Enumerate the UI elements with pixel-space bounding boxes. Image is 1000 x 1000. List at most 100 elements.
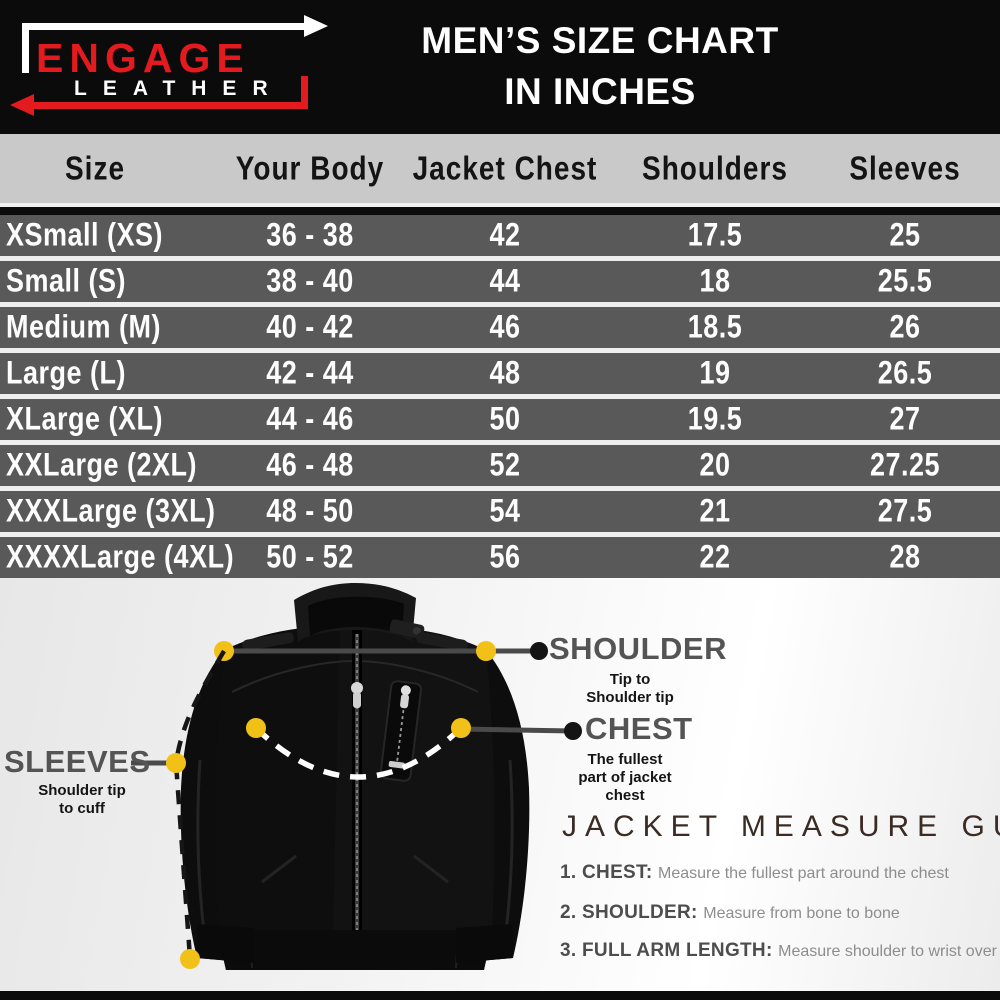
cell-sleeves: 26.5: [877, 354, 933, 391]
top-banner: ENGAGE LEATHER MEN’S SIZE CHART IN INCHE…: [0, 0, 1000, 134]
table-row: Small (S) 38 - 40 44 18 25.5: [0, 261, 1000, 307]
cell-size: XXXLarge (3XL): [6, 492, 216, 529]
size-table-header: Size Your Body Jacket Chest Shoulders Sl…: [0, 134, 1000, 203]
cell-sleeves: 26: [889, 308, 921, 345]
guide-item-label: 1. CHEST:: [560, 862, 659, 883]
cell-body: 38 - 40: [266, 262, 354, 299]
cell-size: XLarge (XL): [6, 400, 164, 437]
cell-chest: 50: [489, 400, 521, 437]
logo-white-arrow-head-icon: [304, 15, 328, 37]
table-row: Medium (M) 40 - 42 46 18.5 26: [0, 307, 1000, 353]
chest-callout-dot: [564, 722, 582, 740]
page-title: MEN’S SIZE CHART IN INCHES: [370, 20, 830, 113]
jacket-image: [180, 583, 530, 970]
cell-chest: 54: [489, 492, 521, 529]
chest-left-dot: [246, 718, 266, 738]
column-header-sleeves: Sleeves: [849, 149, 961, 187]
guide-item-label: 2. SHOULDER:: [560, 902, 704, 923]
cell-body: 50 - 52: [266, 538, 354, 575]
guide-item-text: Measure from bone to bone: [703, 905, 900, 922]
brand-logo: ENGAGE LEATHER: [10, 14, 338, 118]
column-header-jacket-chest: Jacket Chest: [412, 149, 598, 187]
measurement-overlay: [131, 641, 582, 969]
cell-body: 46 - 48: [266, 446, 354, 483]
size-table-body: XSmall (XS) 36 - 38 42 17.5 25 Small (S) 38 - …: [0, 215, 1000, 578]
measure-diagram-section: SHOULDER Tip to Shoulder tip CHEST The f…: [0, 578, 1000, 991]
guide-item: 3. FULL ARM LENGTH: Measure shoulder to …: [560, 940, 1000, 962]
guide-item-text: Measure the fullest part around the ches…: [658, 865, 949, 882]
brand-name: ENGAGE: [36, 35, 250, 81]
shoulder-callout-dot: [530, 642, 548, 660]
table-row: XLarge (XL) 44 - 46 50 19.5 27: [0, 399, 1000, 445]
cell-shoulders: 18: [699, 262, 731, 299]
cell-chest: 42: [489, 216, 521, 253]
cuff-dot: [180, 949, 200, 969]
column-header-your-body: Your Body: [235, 149, 385, 187]
cell-shoulders: 19.5: [687, 400, 743, 437]
sleeves-dot: [166, 753, 186, 773]
chest-callout-line: [460, 726, 574, 734]
logo-red-arrow-vertical: [301, 76, 308, 109]
column-header-shoulders: Shoulders: [642, 149, 788, 187]
sleeve-measure-line: [173, 649, 226, 959]
cell-sleeves: 25.5: [877, 262, 933, 299]
cell-sleeves: 25: [889, 216, 921, 253]
cell-shoulders: 21: [699, 492, 731, 529]
table-row: XSmall (XS) 36 - 38 42 17.5 25: [0, 215, 1000, 261]
chest-desc: The fullest part of jacket chest: [578, 751, 672, 804]
cell-shoulders: 18.5: [687, 308, 743, 345]
table-row: XXXLarge (3XL) 48 - 50 54 21 27.5: [0, 491, 1000, 537]
cell-shoulders: 22: [699, 538, 731, 575]
guide-item: 1. CHEST: Measure the fullest part aroun…: [560, 862, 949, 884]
footer-bar: [0, 991, 1000, 1000]
guide-item-text: Measure shoulder to wrist over elbow: [778, 943, 1000, 960]
cell-body: 36 - 38: [266, 216, 354, 253]
logo-red-arrow-line: [32, 102, 308, 109]
chest-measure-curve: [254, 726, 463, 780]
cell-size: Large (L): [6, 354, 127, 391]
cell-body: 44 - 46: [266, 400, 354, 437]
cell-sleeves: 28: [889, 538, 921, 575]
shoulder-label: SHOULDER: [549, 631, 727, 666]
sleeves-label: SLEEVES: [4, 744, 151, 779]
cell-size: Medium (M): [6, 308, 161, 345]
brand-subname: LEATHER: [74, 77, 284, 100]
logo-white-arrow-vertical: [22, 23, 29, 73]
shoulder-right-dot: [476, 641, 496, 661]
cell-shoulders: 17.5: [687, 216, 743, 253]
cell-size: XSmall (XS): [6, 216, 164, 253]
cell-size: XXLarge (2XL): [6, 446, 198, 483]
guide-item-label: 3. FULL ARM LENGTH:: [560, 940, 779, 961]
guide-item: 2. SHOULDER: Measure from bone to bone: [560, 902, 900, 924]
cell-sleeves: 27.25: [869, 446, 941, 483]
chest-label: CHEST: [585, 711, 693, 746]
shoulder-desc: Tip to Shoulder tip: [586, 671, 674, 706]
page-title-line2: IN INCHES: [504, 71, 696, 112]
sleeves-desc: Shoulder tip to cuff: [38, 782, 126, 817]
column-header-size: Size: [64, 149, 126, 187]
cell-body: 40 - 42: [266, 308, 354, 345]
cell-shoulders: 20: [699, 446, 731, 483]
header-separator-light: [0, 203, 1000, 207]
cell-chest: 46: [489, 308, 521, 345]
page-title-line1: MEN’S SIZE CHART: [421, 20, 779, 61]
cell-chest: 56: [489, 538, 521, 575]
table-row: Large (L) 42 - 44 48 19 26.5: [0, 353, 1000, 399]
table-row: XXXXLarge (4XL) 50 - 52 56 22 28: [0, 537, 1000, 578]
cell-body: 48 - 50: [266, 492, 354, 529]
cell-chest: 52: [489, 446, 521, 483]
cell-size: Small (S): [6, 262, 127, 299]
cell-chest: 48: [489, 354, 521, 391]
logo-red-arrow-head-icon: [10, 94, 34, 116]
cell-shoulders: 19: [699, 354, 731, 391]
cell-sleeves: 27.5: [877, 492, 933, 529]
cell-sleeves: 27: [889, 400, 921, 437]
chest-right-dot: [451, 718, 471, 738]
table-row: XXLarge (2XL) 46 - 48 52 20 27.25: [0, 445, 1000, 491]
logo-white-arrow-line: [22, 23, 306, 30]
cell-body: 42 - 44: [266, 354, 354, 391]
guide-title: JACKET MEASURE GUIDE: [562, 810, 1000, 843]
header-separator-dark: [0, 207, 1000, 215]
cell-chest: 44: [489, 262, 521, 299]
